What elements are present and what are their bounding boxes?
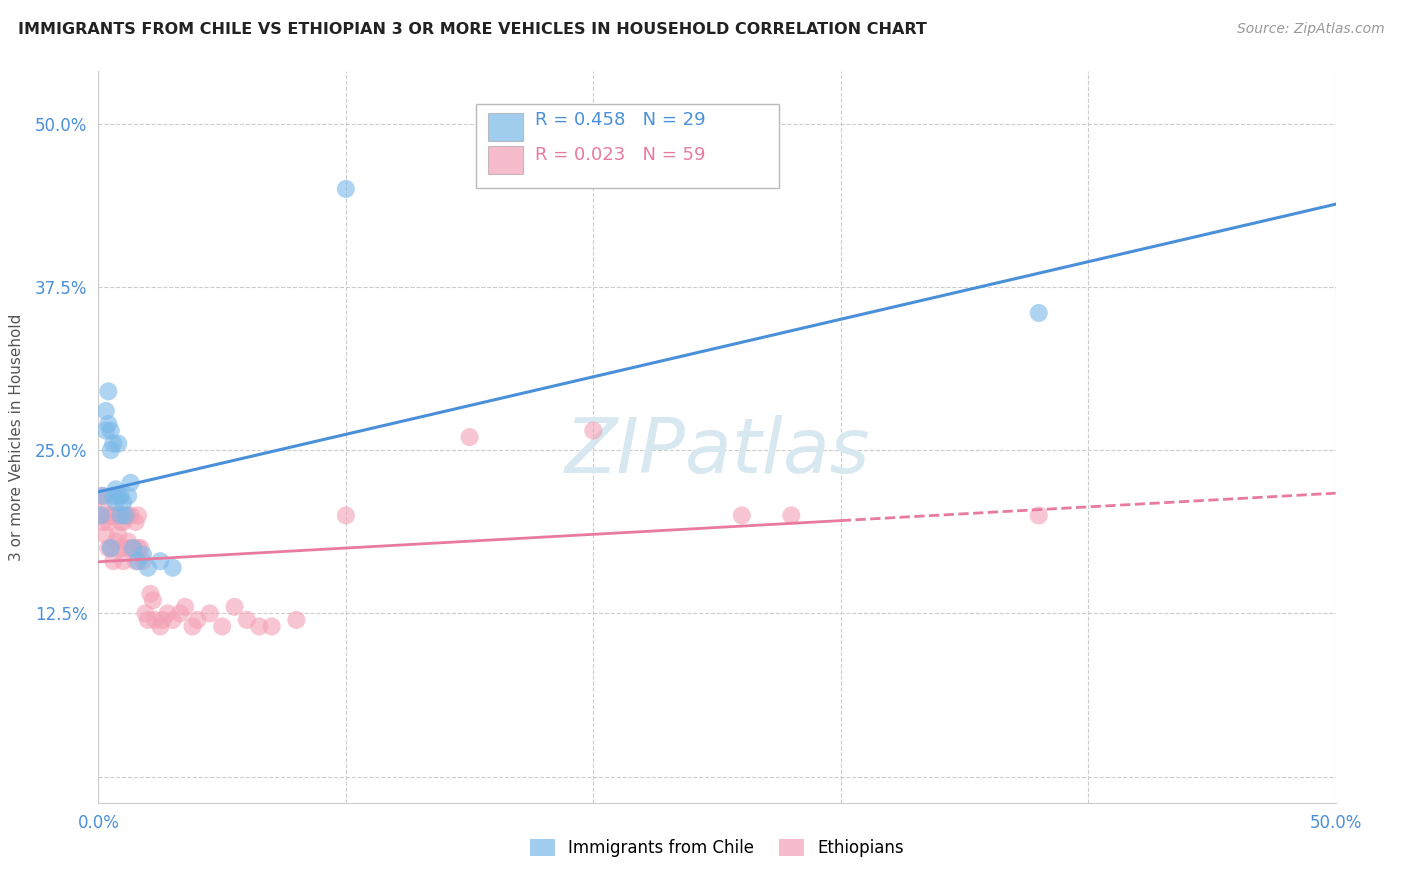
- Point: [122, 541, 145, 555]
- FancyBboxPatch shape: [475, 104, 779, 188]
- Point: [1028, 306, 1050, 320]
- Point: [90, 508, 112, 523]
- Point: [104, 483, 127, 497]
- Point: [582, 424, 605, 438]
- Point: [93, 489, 115, 503]
- Point: [110, 515, 132, 529]
- Point: [181, 619, 204, 633]
- Point: [124, 515, 146, 529]
- Point: [112, 515, 135, 529]
- Point: [107, 436, 129, 450]
- Point: [132, 554, 155, 568]
- Point: [110, 489, 132, 503]
- Legend: Immigrants from Chile, Ethiopians: Immigrants from Chile, Ethiopians: [523, 832, 911, 864]
- Point: [169, 607, 191, 621]
- Point: [90, 508, 112, 523]
- Point: [100, 508, 122, 523]
- Point: [117, 489, 139, 503]
- Point: [149, 554, 172, 568]
- Point: [97, 417, 120, 431]
- Point: [198, 607, 221, 621]
- Point: [1028, 508, 1050, 523]
- Point: [127, 541, 149, 555]
- Point: [136, 560, 159, 574]
- Point: [260, 619, 283, 633]
- Point: [174, 599, 197, 614]
- Point: [103, 508, 125, 523]
- Point: [112, 495, 135, 509]
- Y-axis label: 3 or more Vehicles in Household: 3 or more Vehicles in Household: [8, 313, 24, 561]
- Text: R = 0.023   N = 59: R = 0.023 N = 59: [536, 146, 706, 164]
- Point: [103, 554, 125, 568]
- Point: [162, 560, 184, 574]
- Point: [335, 508, 357, 523]
- Point: [104, 508, 127, 523]
- Point: [224, 599, 246, 614]
- FancyBboxPatch shape: [488, 113, 523, 141]
- Point: [120, 541, 142, 555]
- Point: [120, 508, 142, 523]
- Point: [335, 182, 357, 196]
- Point: [93, 515, 115, 529]
- Point: [107, 508, 129, 523]
- Point: [117, 508, 139, 523]
- Point: [162, 613, 184, 627]
- Point: [136, 613, 159, 627]
- Point: [97, 384, 120, 399]
- Point: [94, 424, 117, 438]
- Point: [94, 404, 117, 418]
- Point: [129, 541, 152, 555]
- Point: [132, 548, 155, 562]
- Point: [107, 489, 129, 503]
- Point: [94, 528, 117, 542]
- Point: [780, 508, 803, 523]
- Point: [134, 607, 156, 621]
- Point: [90, 489, 112, 503]
- Point: [152, 613, 174, 627]
- Text: Source: ZipAtlas.com: Source: ZipAtlas.com: [1237, 22, 1385, 37]
- Text: R = 0.458   N = 29: R = 0.458 N = 29: [536, 112, 706, 129]
- Point: [103, 436, 125, 450]
- Point: [458, 430, 481, 444]
- Point: [142, 593, 165, 607]
- Point: [124, 554, 146, 568]
- Point: [94, 508, 117, 523]
- Point: [731, 508, 754, 523]
- Point: [247, 619, 270, 633]
- Point: [100, 541, 122, 555]
- Point: [127, 554, 149, 568]
- Point: [211, 619, 233, 633]
- Point: [100, 424, 122, 438]
- Text: ZIPatlas: ZIPatlas: [564, 415, 870, 489]
- Point: [97, 541, 120, 555]
- Point: [120, 475, 142, 490]
- Point: [100, 541, 122, 555]
- Point: [122, 541, 145, 555]
- Point: [186, 613, 208, 627]
- Point: [114, 508, 136, 523]
- Point: [156, 607, 179, 621]
- Point: [285, 613, 308, 627]
- Point: [110, 508, 132, 523]
- Point: [117, 534, 139, 549]
- Point: [100, 443, 122, 458]
- FancyBboxPatch shape: [488, 146, 523, 174]
- Point: [114, 508, 136, 523]
- Point: [110, 541, 132, 555]
- Point: [236, 613, 259, 627]
- Point: [114, 541, 136, 555]
- Point: [103, 489, 125, 503]
- Point: [107, 528, 129, 542]
- Text: IMMIGRANTS FROM CHILE VS ETHIOPIAN 3 OR MORE VEHICLES IN HOUSEHOLD CORRELATION C: IMMIGRANTS FROM CHILE VS ETHIOPIAN 3 OR …: [18, 22, 927, 37]
- Point: [97, 515, 120, 529]
- Point: [93, 495, 115, 509]
- Point: [112, 554, 135, 568]
- Point: [127, 508, 149, 523]
- Point: [104, 495, 127, 509]
- Point: [139, 587, 162, 601]
- Point: [149, 619, 172, 633]
- Point: [143, 613, 166, 627]
- Point: [104, 534, 127, 549]
